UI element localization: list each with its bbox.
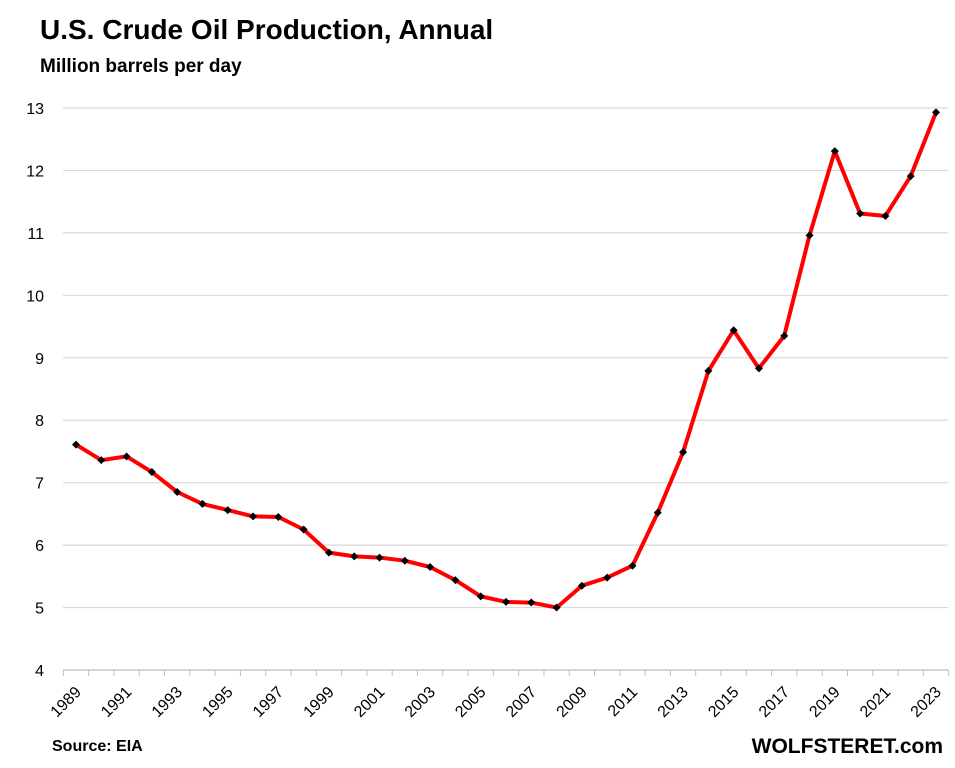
data-point	[324, 548, 333, 557]
series-line	[74, 110, 938, 610]
x-tick-label: 2003	[402, 684, 439, 721]
data-point	[653, 508, 662, 517]
data-point	[249, 512, 258, 521]
data-point	[729, 326, 738, 335]
data-point	[805, 231, 814, 240]
data-point	[830, 147, 839, 156]
data-point	[679, 448, 688, 457]
data-point	[375, 553, 384, 562]
x-tick-label: 2011	[605, 684, 641, 720]
data-point	[881, 212, 890, 221]
data-point	[451, 576, 460, 585]
x-tick-label: 2009	[554, 684, 591, 721]
site-brand: WOLFSTERET.com	[751, 735, 943, 758]
x-tick-label: 2013	[655, 684, 692, 721]
x-tick-label: 1999	[301, 684, 338, 721]
data-point	[527, 598, 536, 607]
data-point	[577, 581, 586, 590]
data-point	[906, 172, 915, 181]
x-tick-label: 2023	[908, 684, 945, 721]
y-tick-label: 6	[35, 538, 44, 555]
data-point	[426, 562, 435, 571]
data-point	[552, 603, 561, 612]
y-tick-label: 9	[35, 351, 44, 368]
x-tick-label: 1991	[98, 684, 135, 721]
y-tick-label: 7	[35, 476, 44, 493]
data-point	[223, 506, 232, 515]
data-point	[502, 597, 510, 606]
x-tick-label: 2005	[452, 684, 489, 721]
y-tick-label: 13	[26, 101, 44, 118]
source-note: Source: EIA	[52, 738, 143, 755]
x-tick-label: 1989	[48, 684, 85, 721]
x-tick-label: 2001	[351, 684, 388, 721]
data-point	[932, 108, 940, 117]
y-tick-label: 11	[27, 226, 44, 243]
data-point	[603, 573, 612, 582]
data-point	[72, 440, 80, 449]
data-point	[147, 468, 156, 477]
data-point	[754, 364, 763, 373]
x-tick-label: 1995	[199, 684, 236, 721]
chart-title: U.S. Crude Oil Production, Annual	[40, 14, 494, 45]
x-tick-label: 2017	[756, 684, 793, 721]
x-tick-label: 2007	[503, 684, 540, 721]
data-point	[97, 456, 106, 465]
chart-subtitle: Million barrels per day	[40, 56, 242, 77]
x-tick-label: 1997	[250, 684, 287, 721]
data-point	[122, 452, 131, 461]
data-point	[476, 592, 485, 601]
data-point	[350, 552, 359, 561]
data-point	[780, 331, 789, 340]
x-tick-label: 2021	[857, 684, 894, 721]
data-point	[173, 488, 182, 497]
data-point	[856, 209, 865, 218]
x-tick-label: 2019	[806, 684, 843, 721]
data-point	[274, 513, 283, 522]
data-point	[400, 556, 409, 565]
data-point	[198, 499, 207, 508]
x-tick-label: 2015	[705, 684, 742, 721]
x-tick-label: 1993	[149, 684, 186, 721]
y-tick-label: 8	[35, 413, 44, 430]
data-point	[628, 561, 637, 570]
y-tick-label: 5	[35, 601, 44, 618]
data-point	[299, 525, 308, 534]
data-point	[704, 366, 713, 375]
y-tick-label: 4	[35, 663, 44, 680]
y-tick-label: 10	[26, 288, 44, 305]
y-tick-label: 12	[26, 163, 44, 180]
